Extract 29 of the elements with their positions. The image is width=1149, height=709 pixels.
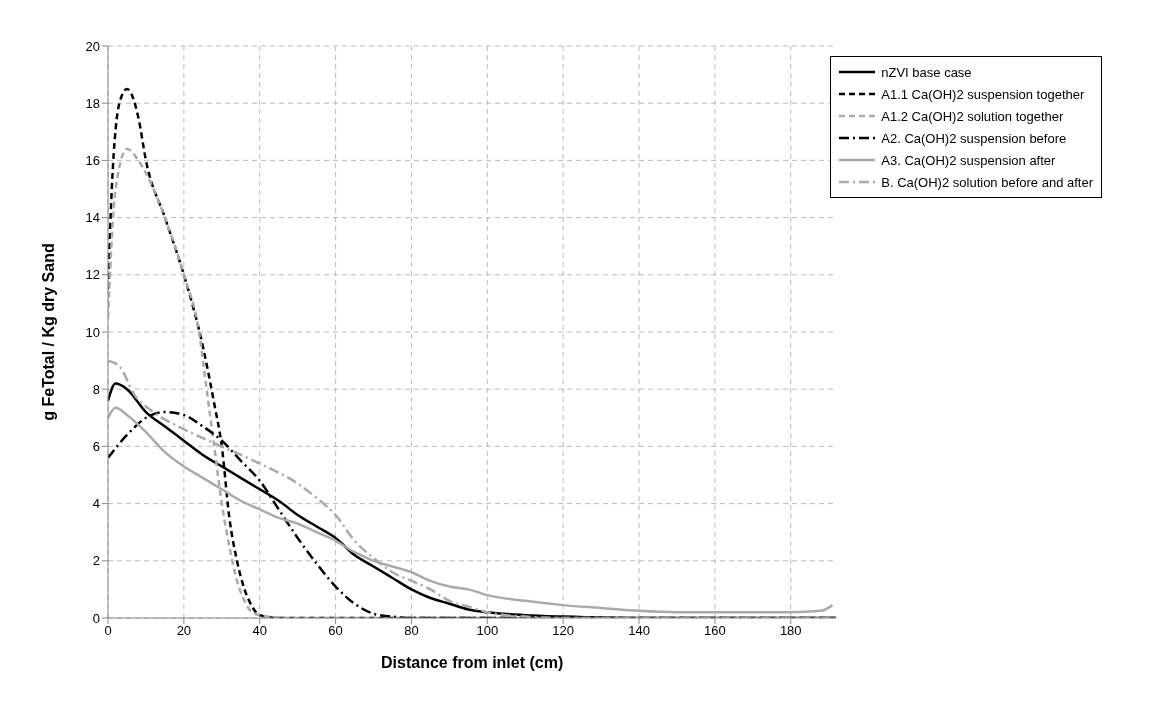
x-tick-label: 100	[476, 623, 499, 639]
y-tick-label: 8	[92, 381, 100, 397]
y-tick-label: 18	[85, 95, 100, 111]
y-tick-label: 16	[85, 153, 100, 169]
x-tick-label: 160	[704, 623, 726, 639]
x-tick-label: 60	[328, 623, 343, 639]
legend-label: nZVI base case	[881, 64, 972, 80]
legend-label: B. Ca(OH)2 solution before and after	[881, 174, 1093, 190]
x-axis-title: Distance from inlet (cm)	[381, 654, 564, 671]
x-tick-label: 180	[779, 623, 802, 639]
y-tick-label: 4	[92, 496, 100, 512]
y-tick-label: 10	[85, 324, 100, 340]
y-tick-label: 14	[85, 210, 100, 226]
legend-label: A2. Ca(OH)2 suspension before	[881, 130, 1067, 146]
y-tick-label: 6	[92, 439, 100, 455]
y-tick-label: 2	[92, 553, 100, 569]
y-tick-label: 0	[92, 610, 100, 626]
y-tick-label: 12	[85, 267, 100, 283]
x-tick-label: 80	[404, 623, 419, 639]
x-tick-label: 20	[176, 623, 192, 639]
x-tick-label: 40	[252, 623, 267, 639]
y-axis-title: g FeTotal / Kg dry Sand	[39, 243, 57, 421]
legend-label: A1.2 Ca(OH)2 solution together	[881, 108, 1064, 124]
x-tick-label: 0	[104, 623, 112, 639]
x-tick-label: 120	[552, 623, 575, 639]
legend-label: A3. Ca(OH)2 suspension after	[881, 152, 1056, 168]
legend-label: A1.1 Ca(OH)2 suspension together	[881, 86, 1085, 102]
x-tick-label: 140	[628, 623, 650, 639]
y-tick-label: 20	[85, 38, 100, 54]
